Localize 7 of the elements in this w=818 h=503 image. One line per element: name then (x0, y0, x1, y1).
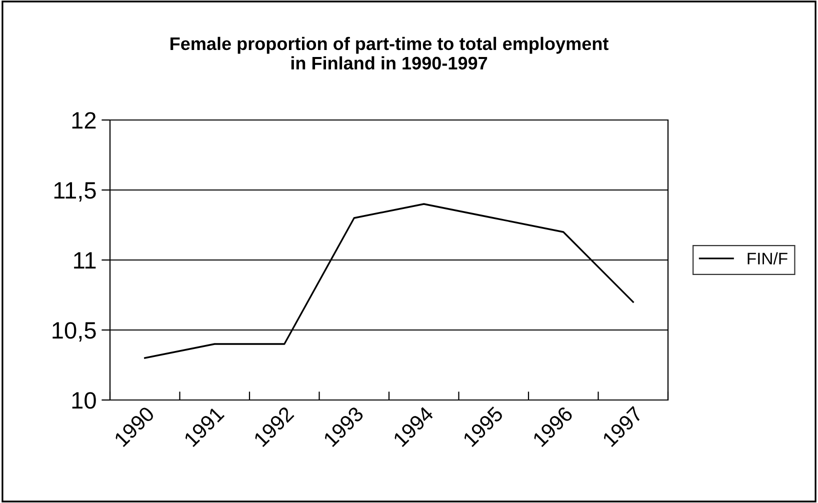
y-tick-label: 12 (72, 112, 96, 129)
chart-title: Female proportion of part-time to total employment in Finland in 1990-1997 (170, 36, 608, 70)
legend-label: FIN/F (748, 252, 788, 264)
y-tick-label: 11,5 (54, 182, 96, 202)
y-tick-label: 10,5 (52, 322, 96, 342)
y-tick-label: 11 (74, 252, 96, 269)
y-tick-label: 10 (72, 392, 96, 409)
